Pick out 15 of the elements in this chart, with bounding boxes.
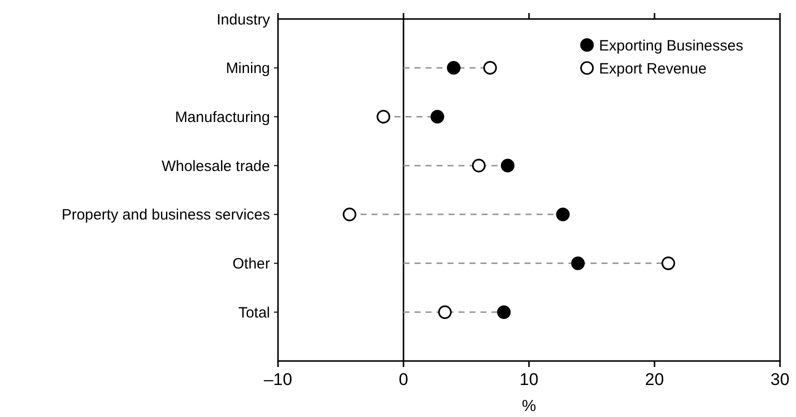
x-tick-label: 10 (520, 370, 538, 389)
y-tick-label: Mining (226, 60, 270, 78)
legend-label: Exporting Businesses (599, 37, 744, 54)
x-tick-label: –10 (264, 370, 292, 389)
y-tick-label: Other (232, 256, 270, 273)
legend-label: Export Revenue (599, 60, 707, 78)
y-axis-title: Industry (216, 11, 270, 28)
x-axis-title: % (522, 398, 536, 415)
y-tick-label: Total (238, 304, 270, 322)
x-tick-label: 0 (398, 370, 408, 389)
y-tick-label: Manufacturing (174, 108, 270, 126)
x-tick-label: 30 (770, 370, 790, 389)
y-tick-label: Property and business services (62, 206, 270, 224)
x-tick-label: 20 (645, 370, 664, 389)
y-tick-label: Wholesale trade (162, 158, 270, 175)
